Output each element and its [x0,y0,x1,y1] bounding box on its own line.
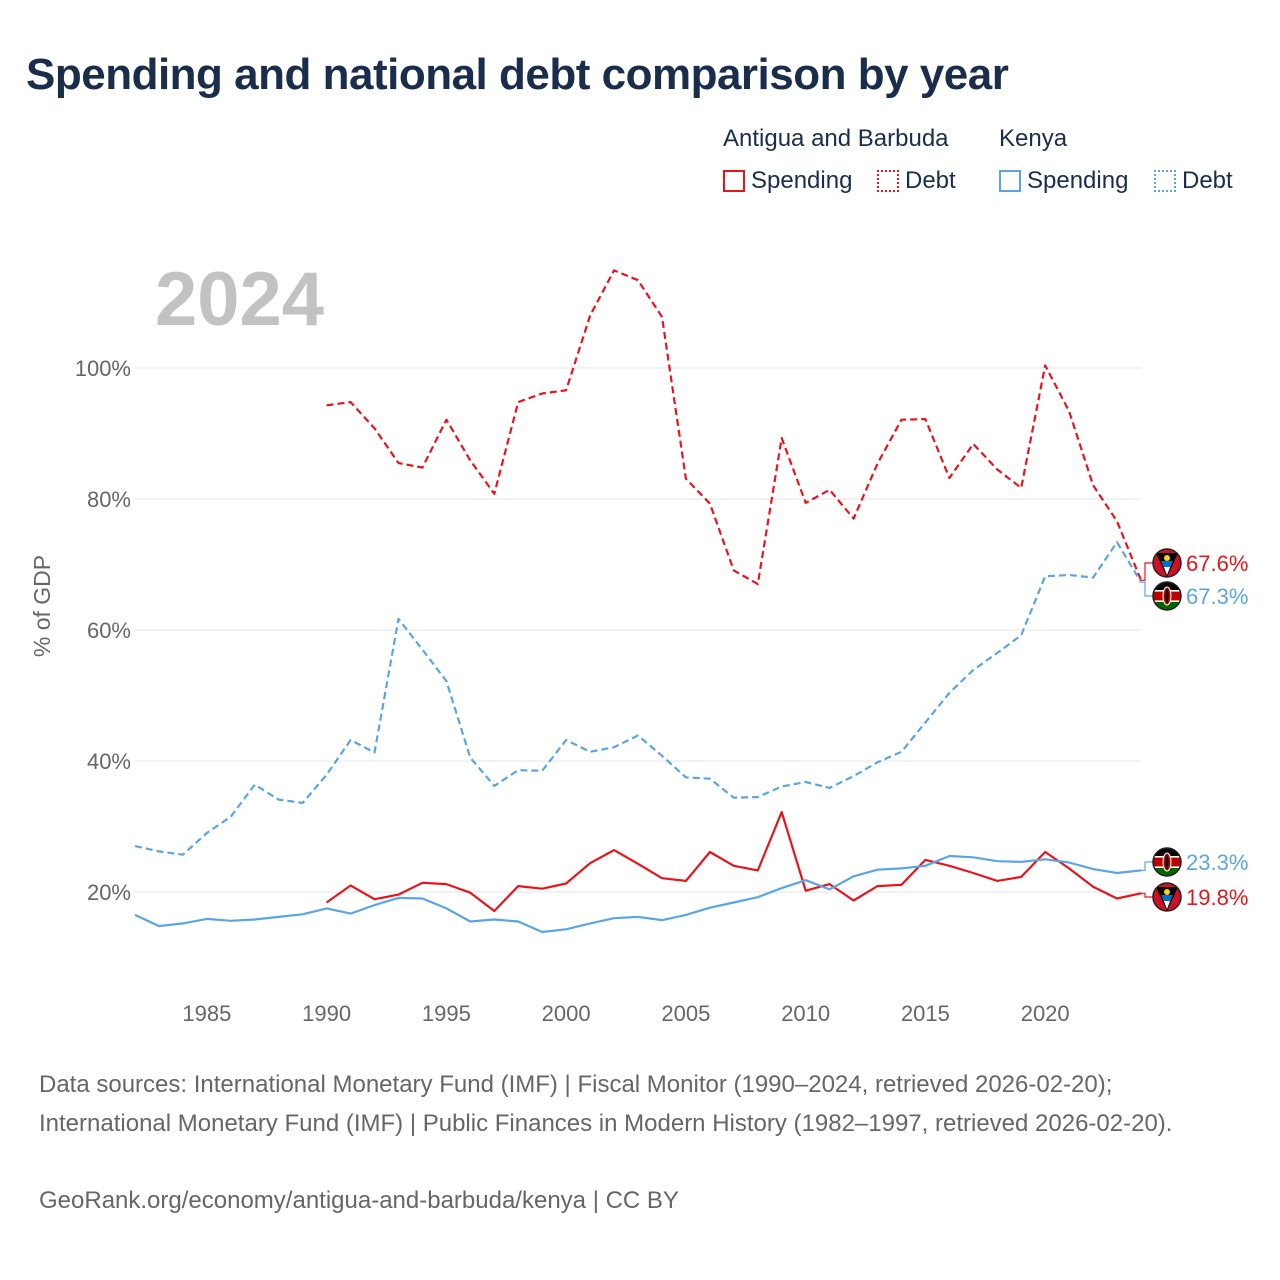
end-value-label: 23.3% [1186,850,1248,875]
legend-group-antigua: Antigua and Barbuda [723,125,949,152]
y-tick-label: 100% [75,356,131,381]
series-line-antigua-and-barbuda-spending [325,810,1142,913]
x-tick-label: 1985 [182,1001,231,1026]
y-tick-label: 80% [87,487,131,512]
antigua-flag-icon [1152,882,1182,912]
credit-link[interactable]: GeoRank.org/economy/antigua-and-barbuda/… [39,1187,679,1214]
series-line-kenya-debt [134,541,1142,856]
end-value-label: 19.8% [1186,885,1248,910]
end-label-connector [1141,581,1153,597]
legend-swatch-dotted-blue [1154,170,1176,192]
end-value-label: 67.3% [1186,584,1248,609]
y-tick-label: 20% [87,880,131,905]
legend-label: Debt [1182,167,1233,194]
x-tick-label: 1995 [422,1001,471,1026]
end-label-connector [1141,562,1153,581]
legend-label: Debt [905,167,956,194]
legend-swatch-solid-blue [999,170,1021,192]
end-label-connector [1141,892,1153,898]
legend-swatch-dotted-red [877,170,899,192]
legend-item-antigua-debt[interactable]: Debt [877,167,956,195]
legend-group-kenya: Kenya [999,125,1068,152]
end-value-label: 67.6% [1186,551,1248,576]
x-tick-label: 2010 [781,1001,830,1026]
antigua-flag-icon [1152,548,1182,578]
kenya-flag-icon [1152,847,1182,877]
legend-label: Spending [751,167,853,194]
legend-label: Spending [1027,167,1129,194]
legend-item-antigua-spending[interactable]: Spending [723,167,852,195]
y-axis-label: % of GDP [29,555,55,657]
x-tick-label: 2015 [901,1001,950,1026]
legend-item-kenya-debt[interactable]: Debt [1154,167,1233,195]
y-tick-label: 60% [87,618,131,643]
chart-title: Spending and national debt comparison by… [26,50,1009,99]
year-watermark: 2024 [155,257,324,342]
x-tick-label: 2005 [661,1001,710,1026]
x-tick-label: 2020 [1021,1001,1070,1026]
x-tick-label: 1990 [302,1001,351,1026]
series-line-antigua-and-barbuda-debt [326,269,1143,586]
y-tick-label: 40% [87,749,131,774]
x-tick-label: 2000 [542,1001,591,1026]
kenya-flag-icon [1152,581,1182,611]
legend-swatch-solid-red [723,170,745,192]
end-label-connector [1141,861,1153,871]
series-line-kenya-spending [134,854,1142,934]
legend-item-kenya-spending[interactable]: Spending [999,167,1128,195]
data-sources: Data sources: International Monetary Fun… [39,1071,1173,1137]
